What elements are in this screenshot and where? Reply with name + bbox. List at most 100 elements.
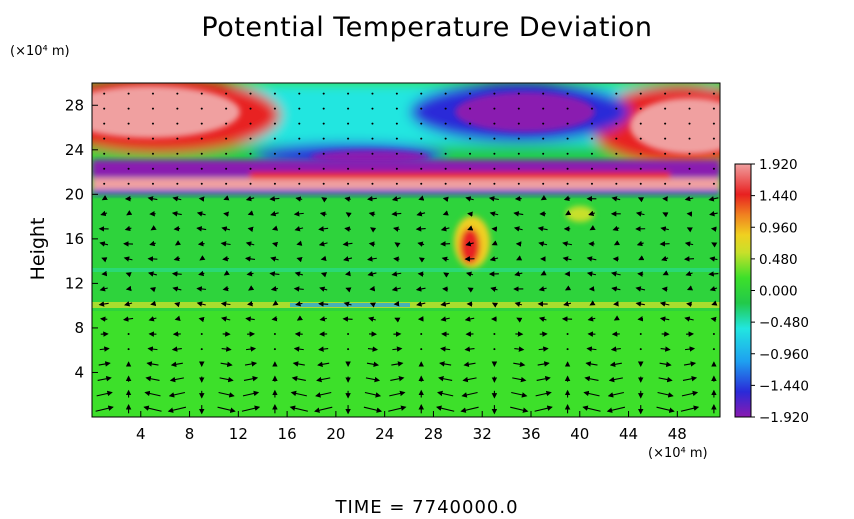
wind-vector [590, 122, 593, 125]
wind-vector [536, 376, 551, 382]
wind-vector [469, 182, 472, 185]
wind-vector [391, 361, 404, 367]
wind-vector [273, 152, 276, 155]
wind-vector [101, 257, 108, 263]
wind-vector [611, 286, 621, 292]
wind-vector [712, 137, 715, 140]
wind-vector [435, 405, 455, 412]
wind-vector [660, 226, 669, 232]
wind-vector [439, 361, 452, 367]
wind-vector [583, 390, 600, 397]
wind-vector [467, 211, 473, 217]
wind-vector [100, 210, 108, 217]
wind-vector [149, 287, 156, 293]
wind-vector [513, 226, 523, 232]
wind-vector [150, 225, 157, 231]
wind-vector [514, 346, 525, 352]
wind-vector [566, 152, 569, 155]
wind-vector [149, 240, 156, 247]
wind-vector [420, 182, 423, 185]
wind-vector [176, 152, 179, 155]
wind-vector [167, 406, 187, 413]
wind-vector [366, 361, 380, 368]
wind-vector [196, 286, 207, 292]
wind-vector [103, 137, 106, 140]
wind-vector [440, 301, 450, 307]
wind-vector [222, 255, 230, 262]
wind-vector [615, 92, 618, 95]
wind-vector [682, 376, 698, 382]
wind-vector [420, 107, 423, 110]
wind-vector [221, 316, 231, 322]
x-tick-label: 20 [326, 425, 345, 443]
y-tick-label: 4 [74, 363, 84, 381]
wind-vector [223, 211, 230, 217]
wind-vector [444, 152, 447, 155]
wind-vector [393, 226, 400, 232]
wind-vector [469, 107, 472, 110]
wind-vector [493, 167, 496, 170]
wind-vector [656, 406, 675, 413]
wind-vector [293, 346, 304, 352]
wind-vector [391, 286, 401, 292]
wind-vector [223, 195, 230, 201]
wind-vector [225, 122, 228, 125]
wind-vector [444, 107, 447, 110]
wind-vector [442, 196, 449, 202]
wind-vector [173, 255, 181, 262]
wind-vector [639, 92, 642, 95]
wind-vector [95, 405, 114, 412]
wind-vector [664, 152, 667, 155]
wind-vector [418, 257, 425, 263]
wind-vector [590, 167, 593, 170]
wind-vector [712, 333, 715, 336]
wind-vector [542, 137, 545, 140]
wind-vector [440, 316, 450, 322]
wind-vector [200, 137, 203, 140]
colorbar-tick-label: −1.440 [759, 378, 809, 394]
wind-vector [127, 137, 130, 140]
y-tick-label: 12 [65, 274, 84, 292]
wind-vector [514, 301, 523, 307]
wind-vector [248, 285, 255, 291]
wind-vector [367, 256, 377, 262]
wind-vector [196, 226, 207, 232]
wind-vector [420, 167, 423, 170]
wind-vector [664, 137, 667, 140]
wind-vector [103, 107, 106, 110]
wind-vector [347, 92, 350, 95]
wind-vector [123, 316, 134, 322]
wind-vector [174, 240, 182, 246]
wind-vector [586, 271, 597, 277]
wind-vector [711, 300, 718, 306]
wind-vector [342, 241, 353, 247]
wind-vector [489, 211, 499, 217]
wind-vector [147, 346, 158, 352]
wind-vector [200, 348, 203, 351]
wind-vector [316, 376, 331, 383]
x-tick-label: 32 [473, 425, 492, 443]
wind-vector [635, 211, 645, 217]
wind-vector [127, 152, 130, 155]
wind-vector [512, 376, 527, 383]
wind-vector [467, 225, 474, 231]
wind-vector [684, 316, 694, 322]
wind-vector [535, 390, 552, 397]
wind-vector [176, 182, 179, 185]
wind-vector [635, 286, 646, 292]
wind-vector [685, 270, 693, 277]
wind-vector [658, 376, 673, 383]
wind-vector [147, 196, 158, 202]
wind-vector [394, 242, 401, 248]
wind-vector [243, 376, 259, 382]
wind-vector [589, 300, 596, 306]
wind-vector [151, 122, 154, 125]
wind-vector [493, 92, 496, 95]
wind-vector [488, 196, 499, 202]
wind-vector [711, 242, 718, 248]
wind-vector [245, 195, 255, 202]
wind-vector [688, 137, 691, 140]
wind-vector [293, 286, 304, 292]
wind-vectors [95, 92, 719, 415]
